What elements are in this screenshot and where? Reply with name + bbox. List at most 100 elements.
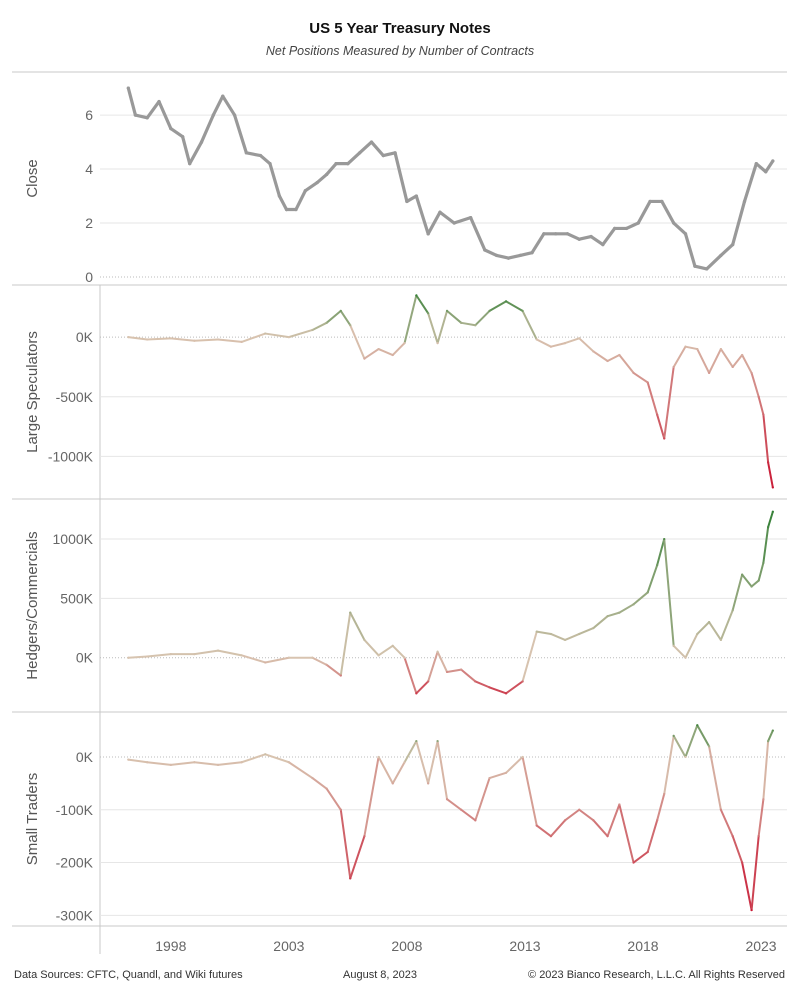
data-point	[757, 395, 760, 398]
series-segment	[684, 345, 699, 351]
series-segment	[683, 232, 697, 268]
series-segment	[505, 300, 524, 312]
series-segment	[358, 140, 374, 155]
data-point	[731, 365, 734, 369]
data-point	[474, 324, 477, 327]
data-point	[521, 755, 524, 759]
panel-hedgers-commercials: 1000K 500K 0K Hedgers/Commercials	[12, 498, 787, 695]
data-point	[403, 341, 406, 345]
data-point	[646, 381, 649, 384]
data-point	[762, 561, 765, 564]
data-point	[767, 526, 770, 529]
data-point	[216, 763, 220, 766]
data-point	[405, 199, 409, 204]
data-point	[349, 611, 352, 614]
data-point	[363, 638, 366, 642]
data-point	[169, 337, 172, 340]
series-segment	[268, 162, 282, 198]
x-tick-label: 2003	[273, 938, 304, 954]
series-segment	[764, 159, 775, 174]
data-point	[363, 357, 366, 360]
series-segment	[193, 649, 220, 656]
series-segment	[656, 538, 666, 567]
data-point	[771, 159, 775, 163]
series-segment	[592, 350, 609, 362]
series-segment	[415, 680, 430, 695]
series-segment	[741, 573, 753, 588]
data-point	[741, 573, 744, 576]
data-point	[311, 328, 314, 332]
data-point	[672, 734, 675, 737]
series-segment	[325, 162, 338, 177]
data-point	[632, 861, 635, 864]
data-point	[707, 745, 711, 748]
y-axis-label: Hedgers/Commercials	[24, 531, 41, 679]
series-segment	[311, 321, 328, 331]
data-point	[436, 740, 439, 743]
x-tick-label: 2018	[627, 938, 658, 954]
series-segment	[146, 653, 172, 658]
series-segment	[240, 753, 267, 764]
series-segment	[391, 644, 406, 659]
series-segment	[592, 819, 609, 838]
series-segment	[741, 354, 753, 374]
data-point	[696, 724, 699, 727]
data-point	[672, 365, 675, 369]
series-segment	[518, 251, 534, 258]
series-segment	[403, 656, 418, 695]
data-point	[415, 692, 418, 695]
y-tick-label: 0	[85, 269, 93, 285]
data-point	[719, 253, 723, 258]
series-segment	[474, 309, 491, 327]
data-point	[415, 740, 418, 743]
data-point	[613, 226, 617, 231]
series-segment	[521, 309, 538, 341]
data-point	[349, 877, 352, 880]
series-segment	[469, 216, 487, 252]
series-segment	[762, 740, 770, 801]
data-point	[258, 153, 263, 158]
data-point	[349, 324, 352, 327]
series-segment	[244, 151, 263, 158]
series-segment	[767, 510, 774, 529]
data-point	[199, 140, 204, 144]
series-segment	[505, 755, 524, 774]
data-point	[445, 309, 449, 312]
y-tick-label: -500K	[56, 389, 94, 405]
series-segment	[181, 135, 192, 166]
series-segment	[731, 199, 747, 247]
data-point	[606, 359, 609, 363]
series-segment	[349, 611, 366, 641]
data-point	[339, 674, 342, 677]
data-point	[684, 755, 687, 759]
series-segment	[672, 221, 688, 236]
data-point	[325, 787, 328, 790]
series-segment	[731, 835, 744, 864]
data-point	[771, 729, 774, 732]
data-point	[578, 632, 581, 636]
data-point	[452, 221, 456, 225]
series-segment	[578, 627, 595, 635]
series-segment	[393, 151, 409, 204]
y-tick-label: 500K	[60, 590, 93, 606]
data-point	[636, 221, 640, 225]
data-point	[518, 253, 522, 258]
data-point	[549, 835, 553, 838]
data-point	[719, 347, 722, 351]
chart-title: US 5 Year Treasury Notes	[309, 20, 491, 37]
series-segment	[349, 835, 366, 880]
series-segment	[549, 342, 567, 348]
data-point	[750, 371, 753, 375]
data-point	[521, 309, 524, 312]
data-point	[601, 243, 605, 247]
series-segment	[221, 94, 237, 117]
data-point	[474, 819, 477, 822]
data-point	[377, 654, 380, 657]
data-point	[414, 194, 418, 198]
series-segment	[741, 861, 753, 912]
series-segment	[754, 162, 768, 174]
series-segment	[488, 300, 508, 312]
data-point	[592, 819, 595, 822]
series-segment	[505, 680, 524, 695]
series-segment	[415, 294, 430, 315]
